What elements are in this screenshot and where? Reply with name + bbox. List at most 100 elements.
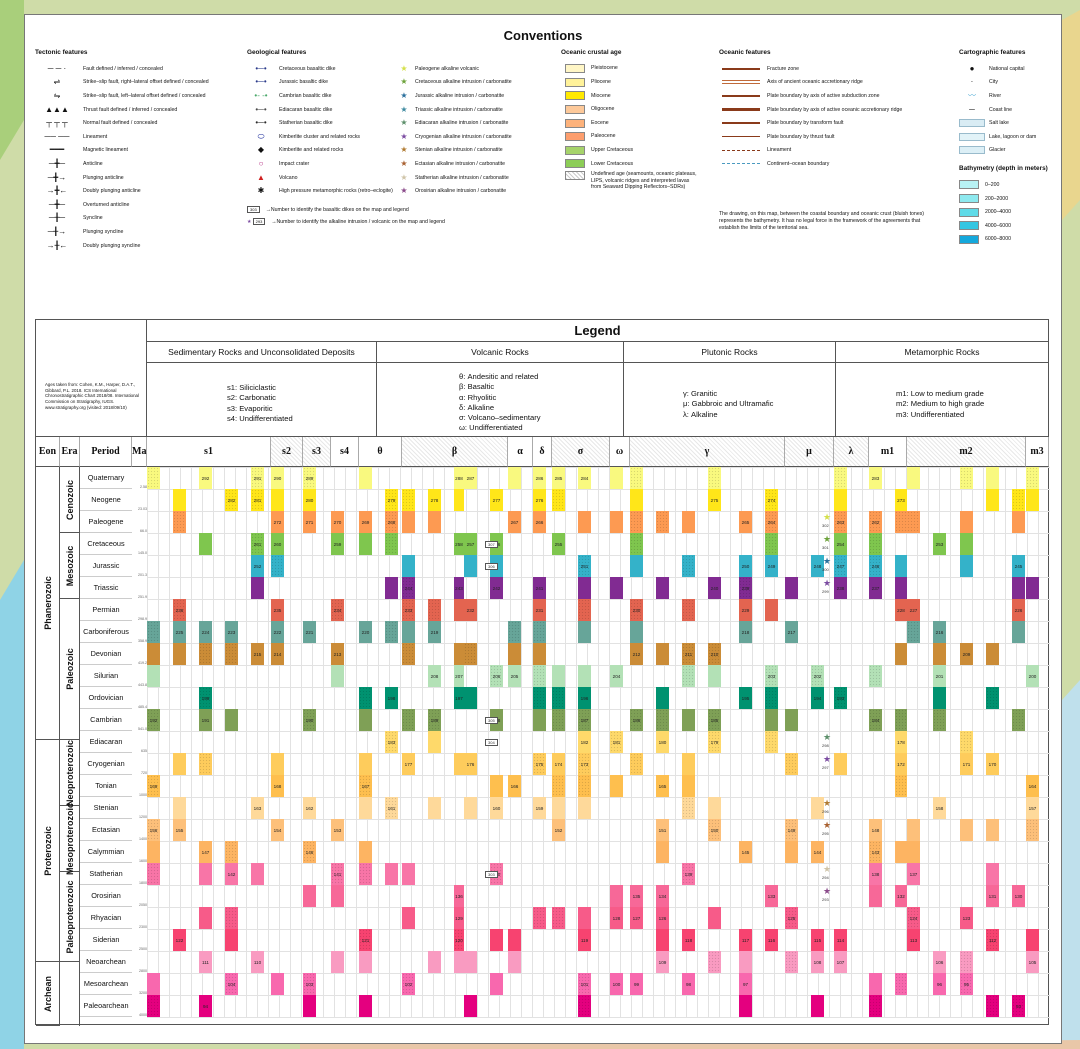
unit-cell: 241 bbox=[533, 577, 546, 599]
unit-cell: 184 bbox=[869, 709, 882, 731]
geological-symbol-icon: ◆ bbox=[257, 145, 265, 155]
geological-item: •─• Ediacaran basaltic dike bbox=[247, 103, 397, 117]
unit-cell: 230 bbox=[630, 599, 643, 621]
unit-cell bbox=[578, 995, 591, 1017]
unit-cell: 282 bbox=[225, 489, 238, 511]
geological-item: ⬭ Kimberlite cluster and related rocks bbox=[247, 130, 397, 144]
unit-cell: 237 bbox=[869, 577, 882, 599]
alkaline-star-number: 299 bbox=[822, 589, 829, 594]
tectonic-item: ─╋─ Overturned anticline bbox=[35, 198, 255, 212]
unit-cell bbox=[147, 621, 160, 643]
period-rhyacian: Rhyacian bbox=[80, 907, 132, 929]
unit-cell bbox=[1026, 489, 1039, 511]
unit-cell bbox=[402, 489, 415, 511]
unit-cell bbox=[147, 467, 160, 489]
tectonic-symbol-icon: ─ ─ · bbox=[47, 63, 67, 73]
unit-cell bbox=[359, 951, 372, 973]
unit-cell: 120 bbox=[454, 929, 464, 951]
unit-cell: 143 bbox=[869, 841, 882, 863]
unit-cell bbox=[147, 863, 160, 885]
unit-cell: 159 bbox=[533, 797, 546, 819]
unit-cell: 115 bbox=[811, 929, 824, 951]
age-swatch bbox=[565, 170, 585, 180]
unit-cell bbox=[331, 665, 344, 687]
ma-tick: 485.4 bbox=[138, 705, 147, 709]
unit-cell bbox=[454, 599, 464, 621]
unit-cell bbox=[907, 621, 920, 643]
unit-cell bbox=[303, 995, 316, 1017]
unit-cell bbox=[464, 643, 477, 665]
alkaline-item: ★ Paleogene alkaline volcanic bbox=[397, 62, 547, 76]
era-paleozoic: Paleozoic bbox=[60, 599, 80, 740]
unit-cell bbox=[708, 665, 721, 687]
period-quaternary: Quaternary bbox=[80, 467, 132, 489]
unit-cell bbox=[1012, 621, 1025, 643]
bathymetry-swatch bbox=[959, 207, 979, 217]
unit-cell bbox=[464, 555, 477, 577]
unit-cell: 94 bbox=[199, 995, 212, 1017]
unit-cell: 117 bbox=[739, 929, 752, 951]
unit-cell: 210 bbox=[708, 643, 721, 665]
period-silurian: Silurian bbox=[80, 665, 132, 687]
alkaline-star-number: 297 bbox=[822, 765, 829, 770]
unit-cell bbox=[173, 511, 186, 533]
unit-cell bbox=[385, 863, 398, 885]
unit-cell bbox=[895, 511, 907, 533]
period-calymmian: Calymmian bbox=[80, 841, 132, 863]
unit-cell bbox=[508, 467, 521, 489]
unit-cell bbox=[1026, 467, 1039, 489]
unit-cell: 275 bbox=[708, 489, 721, 511]
unit-cell: 160 bbox=[490, 797, 503, 819]
unit-cell bbox=[359, 841, 372, 863]
unit-cell: 175 bbox=[533, 753, 546, 775]
column-header-λ: λ bbox=[834, 437, 869, 467]
unit-cell bbox=[610, 577, 623, 599]
unit-cell bbox=[552, 687, 565, 709]
unit-cell bbox=[869, 665, 882, 687]
unit-cell: 102 bbox=[402, 973, 415, 995]
tectonic-features: Tectonic features ─ ─ · Fault defined / i… bbox=[35, 49, 255, 252]
unit-cell: 171 bbox=[960, 753, 973, 775]
unit-cell: 134 bbox=[656, 885, 669, 907]
unit-cell bbox=[173, 753, 186, 775]
oceanic-age-item: Undefined age (seamounts, oceanic platea… bbox=[561, 170, 701, 211]
unit-cell: 216 bbox=[933, 621, 946, 643]
period-paleogene: Paleogene bbox=[80, 511, 132, 533]
unit-cell bbox=[578, 775, 591, 797]
unit-cell bbox=[869, 995, 882, 1017]
star-icon: ★ bbox=[400, 104, 408, 114]
unit-cell: 104 bbox=[225, 973, 238, 995]
unit-cell: 209 bbox=[960, 643, 973, 665]
unit-cell bbox=[708, 797, 721, 819]
alkaline-star-icon: ★ bbox=[823, 820, 832, 830]
unit-cell bbox=[785, 841, 798, 863]
unit-cell bbox=[682, 555, 695, 577]
unit-cell bbox=[578, 797, 591, 819]
unit-cell: 106 bbox=[933, 951, 946, 973]
star-icon: ★ bbox=[400, 158, 408, 168]
unit-cell bbox=[869, 885, 882, 907]
tectonic-item: ─╂→ Plunging syncline bbox=[35, 225, 255, 239]
unit-cell bbox=[578, 511, 591, 533]
eon-archean: Archean bbox=[36, 962, 60, 1026]
oceanic-feature-item: Continent–ocean boundary bbox=[719, 157, 939, 171]
bathymetry-item: 4000–6000 bbox=[959, 219, 1059, 233]
unit-cell bbox=[402, 555, 415, 577]
unit-cell bbox=[359, 797, 372, 819]
unit-cell: 267 bbox=[508, 511, 521, 533]
cartographic-item: Lake, lagoon or dam bbox=[959, 130, 1059, 144]
unit-cell bbox=[359, 709, 372, 731]
unit-cell: 172 bbox=[895, 753, 907, 775]
unit-cell: 199 bbox=[199, 687, 212, 709]
unit-cell bbox=[869, 973, 882, 995]
era-neoproterozoic: Neoproterozoic bbox=[60, 739, 80, 806]
unit-cell: 264 bbox=[765, 511, 778, 533]
unit-cell bbox=[464, 951, 477, 973]
tectonic-symbol-icon: ⇋ bbox=[53, 90, 61, 100]
unit-cell: 244 bbox=[402, 577, 415, 599]
geological-heading: Geological features bbox=[247, 49, 307, 56]
tectonic-item: ── ── Lineament bbox=[35, 130, 255, 144]
unit-cell bbox=[402, 863, 415, 885]
ma-tick: 541.0 bbox=[138, 727, 147, 731]
unit-cell: 236 bbox=[173, 599, 186, 621]
